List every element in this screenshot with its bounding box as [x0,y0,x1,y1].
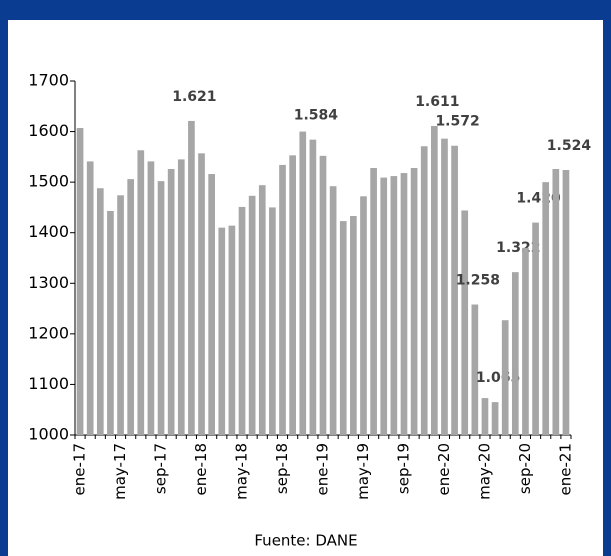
data-label: 1.621 [172,89,216,105]
bar [188,120,195,436]
x-tick-label: ene-21 [556,443,574,495]
bar [471,304,479,435]
y-tick-label: 1300 [28,273,69,292]
y-tick-label: 1200 [28,323,69,342]
bar [76,128,84,435]
bar [299,131,307,436]
x-tick-label: ene-17 [71,443,89,495]
bar [339,221,347,435]
bar [532,222,539,435]
bar [238,206,246,435]
bar [208,174,215,435]
bar [552,168,560,435]
bar [461,210,469,435]
bar [96,188,104,435]
x-tick-label: sep-18 [273,443,291,494]
bar [167,168,175,435]
bar [137,150,145,436]
x-tick-label: sep-19 [394,443,412,494]
y-tick-label: 1000 [28,425,69,444]
x-tick-label: ene-18 [192,443,210,495]
y-tick-label: 1400 [28,222,69,241]
bar [441,138,448,435]
y-tick-label: 1100 [28,374,69,393]
bar [360,196,367,435]
x-tick-label: ene-19 [314,443,332,495]
bar [491,402,499,435]
bar [431,126,438,435]
bar [410,167,418,436]
bar [228,225,236,435]
bar [309,139,317,436]
data-label: 1.065 [476,370,520,386]
bar [198,153,205,435]
bar [218,227,226,435]
x-tick-label: sep-20 [516,443,534,494]
bar [279,164,286,435]
data-label: 1.420 [516,191,561,207]
data-label: 1.322 [496,240,540,256]
bar [289,155,296,435]
bar [157,181,165,435]
x-tick-label: may-17 [111,443,129,500]
x-tick-label: may-19 [354,443,372,500]
bar [329,186,337,435]
data-label: 1.524 [547,138,592,154]
bar [522,247,529,435]
x-tick-label: ene-20 [435,443,453,495]
bar [86,161,94,435]
bar [562,170,570,435]
bar [177,159,185,435]
bar [319,155,327,436]
bar [147,161,155,435]
bar [481,398,489,435]
bar [248,195,256,435]
x-tick-label: sep-17 [152,443,170,494]
data-label: 1.584 [294,108,339,124]
bar [511,272,519,435]
bar [501,320,509,435]
y-tick-label: 1500 [28,172,69,191]
y-tick-label: 1600 [28,121,69,140]
bar [350,216,357,435]
bar [107,210,114,435]
bar [370,167,377,436]
source-note: Fuente: DANE [254,532,357,550]
bar [127,179,135,435]
data-label: 1.611 [415,94,459,110]
bar [451,145,458,435]
bar [390,176,398,435]
data-label: 1.572 [435,114,479,130]
x-tick-label: may-20 [475,443,493,500]
bar [380,177,388,435]
bar [117,195,124,435]
y-tick-label: 1700 [28,71,69,90]
bar [258,185,266,435]
bar [269,207,276,435]
bar [420,146,428,436]
bar [400,173,408,436]
data-label: 1.258 [456,273,500,289]
bar [542,182,550,435]
x-tick-label: may-18 [233,443,251,500]
